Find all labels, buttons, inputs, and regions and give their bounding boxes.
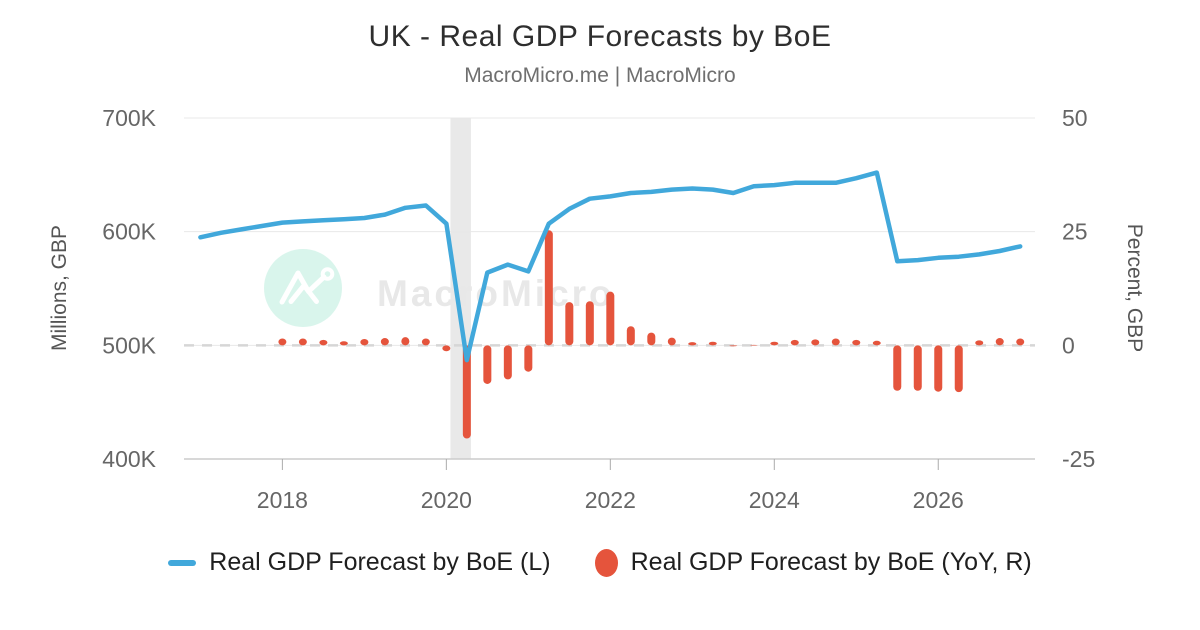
bar-yoy-2019.25 — [380, 338, 389, 346]
bar-yoy-2022.5 — [647, 332, 656, 346]
chart-legend: Real GDP Forecast by BoE (L) Real GDP Fo… — [0, 548, 1200, 577]
x-tick-label-2024: 2024 — [749, 487, 800, 513]
bar-yoy-2026.25 — [954, 345, 963, 393]
chart-title: UK - Real GDP Forecasts by BoE — [368, 20, 832, 53]
legend-item-gdp-yoy[interactable]: Real GDP Forecast by BoE (YoY, R) — [594, 548, 1032, 577]
bar-yoy-2019.5 — [401, 337, 410, 346]
bar-yoy-2025.5 — [893, 345, 902, 391]
bar-yoy-2018.5 — [319, 339, 328, 346]
x-tick-label-2020: 2020 — [421, 487, 472, 513]
x-tick-label-2022: 2022 — [585, 487, 636, 513]
y-left-label-600K: 600K — [102, 219, 156, 245]
legend-item-gdp-line[interactable]: Real GDP Forecast by BoE (L) — [168, 548, 551, 577]
bar-yoy-2018.25 — [298, 338, 307, 346]
bar-yoy-2022.75 — [667, 337, 676, 346]
legend-label-gdp-yoy: Real GDP Forecast by BoE (YoY, R) — [630, 548, 1032, 576]
bar-yoy-2026.5 — [975, 340, 984, 346]
watermark-logo-zigzag — [279, 270, 327, 305]
bar-yoy-2020 — [442, 345, 451, 352]
bar-yoy-2021.75 — [585, 301, 594, 346]
y-right-label-0: 0 — [1062, 332, 1075, 358]
watermark-logo-zigzag-2 — [288, 283, 319, 304]
bar-yoy-2020.5 — [483, 345, 492, 384]
y-left-label-500K: 500K — [102, 332, 156, 358]
bar-yoy-2024.5 — [811, 339, 820, 346]
x-tick-label-2026: 2026 — [913, 487, 964, 513]
bar-yoy-2023.25 — [708, 341, 717, 346]
bar-yoy-2022.25 — [626, 326, 635, 346]
y-left-label-700K: 700K — [102, 105, 156, 131]
y-right-label--25: -25 — [1062, 446, 1095, 472]
y-right-label-25: 25 — [1062, 219, 1088, 245]
left-axis-title: Millions, GBP — [48, 225, 71, 351]
bar-yoy-2026.75 — [995, 338, 1004, 346]
bar-yoy-2023 — [688, 342, 697, 346]
bar-yoy-2024 — [770, 341, 779, 346]
watermark-text: MacroMicro — [377, 273, 615, 314]
bar-yoy-2021 — [524, 345, 533, 372]
bar-yoy-2021.25 — [544, 230, 553, 346]
chart-subtitle: MacroMicro.me | MacroMicro — [464, 64, 736, 87]
bar-yoy-2026 — [934, 345, 943, 392]
bar-yoy-2019 — [360, 338, 369, 346]
y-left-label-400K: 400K — [102, 446, 156, 472]
bar-yoy-2024.25 — [790, 339, 799, 346]
bar-yoy-2023.75 — [749, 344, 758, 346]
bar-yoy-2021.5 — [565, 302, 574, 346]
bar-yoy-2018.75 — [339, 341, 348, 346]
bar-yoy-2020.25 — [462, 345, 471, 439]
x-tick-label-2018: 2018 — [257, 487, 308, 513]
bar-yoy-2022 — [606, 291, 615, 346]
bar-yoy-2024.75 — [831, 338, 840, 346]
bar-yoy-2027 — [1016, 338, 1025, 346]
watermark-logo-dot — [320, 267, 335, 281]
bar-yoy-2020.75 — [503, 345, 512, 380]
bar-yoy-2018 — [278, 338, 287, 346]
bar-yoy-2025.75 — [913, 345, 922, 391]
bar-series-swatch-icon — [594, 548, 618, 577]
right-axis-title: Percent, GBP — [1123, 224, 1146, 352]
gdp-forecast-line — [198, 170, 1023, 363]
bar-yoy-2019.75 — [421, 338, 430, 346]
y-right-label-50: 50 — [1062, 105, 1088, 131]
line-series-swatch-icon — [168, 559, 197, 566]
bar-yoy-2023.5 — [729, 345, 738, 347]
bar-yoy-2025 — [852, 339, 861, 346]
bar-yoy-2025.25 — [872, 340, 881, 346]
legend-label-gdp-line: Real GDP Forecast by BoE (L) — [209, 548, 551, 576]
